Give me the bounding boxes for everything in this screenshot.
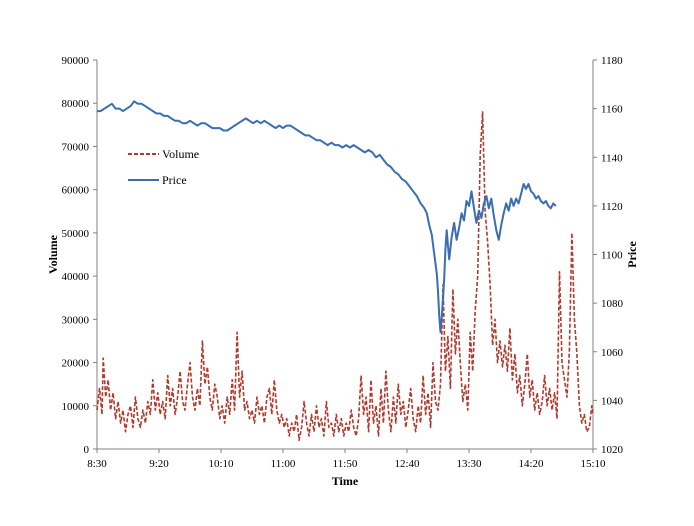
x-tick-label: 14:20: [518, 458, 544, 470]
y-left-tick-label: 10000: [62, 401, 90, 413]
y-left-tick-label: 30000: [62, 314, 90, 326]
y-right-ticks: 1020 1040 1060 1080 1100 1120 1140 1160 1180: [593, 55, 624, 456]
legend-volume-label: Volume: [162, 147, 199, 161]
y-left-tick-label: 60000: [62, 185, 90, 197]
y-left-tick-label: 40000: [62, 271, 90, 283]
y-right-tick-label: 1120: [601, 201, 623, 213]
y-right-tick-label: 1040: [601, 395, 624, 407]
series-layer: [96, 100, 594, 442]
x-tick-label: 12:40: [394, 458, 420, 470]
y-left-ticks: 0 10000 20000 30000 40000 50000 60000 70000 8000…: [62, 55, 97, 456]
volume-series-line: [96, 111, 594, 442]
x-tick-label: 15:10: [580, 458, 606, 470]
y-right-tick-label: 1020: [601, 444, 624, 456]
x-tick-label: 11:00: [271, 458, 296, 470]
x-tick-label: 9:20: [149, 458, 169, 470]
x-axis-title: Time: [332, 474, 359, 488]
x-tick-label: 8:30: [87, 458, 107, 470]
legend: Volume Price: [128, 147, 199, 187]
y-left-tick-label: 70000: [62, 141, 90, 153]
x-tick-label: 11:50: [333, 458, 358, 470]
y-right-tick-label: 1080: [601, 298, 624, 310]
y-left-tick-label: 80000: [62, 98, 90, 110]
x-tick-label: 13:30: [456, 458, 482, 470]
y-right-tick-label: 1100: [601, 250, 623, 262]
y-left-axis-title: Volume: [46, 234, 60, 274]
y-right-tick-label: 1160: [601, 104, 623, 116]
y-left-tick-label: 20000: [62, 358, 90, 370]
y-right-tick-label: 1060: [601, 347, 624, 359]
x-tick-label: 10:10: [208, 458, 234, 470]
legend-price-label: Price: [162, 173, 187, 187]
y-left-tick-label: 0: [84, 444, 90, 456]
y-right-tick-label: 1180: [601, 55, 623, 67]
y-right-tick-label: 1140: [601, 152, 623, 164]
x-ticks: 8:30 9:20 10:10 11:00 11:50 12:40 13:30 14:20 15…: [87, 449, 606, 470]
price-series-line: [97, 100, 557, 334]
y-right-axis-title: Price: [625, 241, 639, 268]
y-left-tick-label: 90000: [62, 55, 90, 67]
y-left-tick-label: 50000: [62, 228, 90, 240]
